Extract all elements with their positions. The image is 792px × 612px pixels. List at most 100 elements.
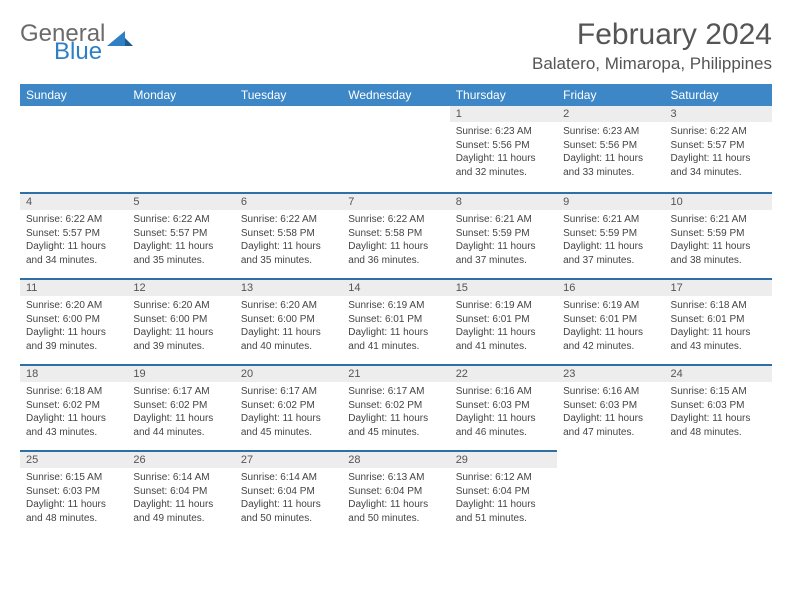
calendar-cell: 20Sunrise: 6:17 AMSunset: 6:02 PMDayligh… (235, 364, 342, 450)
weekday-header-row: Sunday Monday Tuesday Wednesday Thursday… (20, 84, 772, 106)
day-number: 21 (342, 364, 449, 382)
calendar-cell (342, 106, 449, 192)
day-details: Sunrise: 6:19 AMSunset: 6:01 PMDaylight:… (342, 296, 449, 359)
day-details: Sunrise: 6:18 AMSunset: 6:01 PMDaylight:… (665, 296, 772, 359)
calendar-cell: 7Sunrise: 6:22 AMSunset: 5:58 PMDaylight… (342, 192, 449, 278)
calendar-cell: 14Sunrise: 6:19 AMSunset: 6:01 PMDayligh… (342, 278, 449, 364)
sunrise-line: Sunrise: 6:19 AM (348, 299, 443, 313)
day-details: Sunrise: 6:23 AMSunset: 5:56 PMDaylight:… (450, 122, 557, 185)
day-details: Sunrise: 6:22 AMSunset: 5:58 PMDaylight:… (342, 210, 449, 273)
calendar-cell (235, 106, 342, 192)
calendar-cell: 19Sunrise: 6:17 AMSunset: 6:02 PMDayligh… (127, 364, 234, 450)
daylight-line: Daylight: 11 hours and 50 minutes. (348, 498, 443, 525)
daylight-line: Daylight: 11 hours and 51 minutes. (456, 498, 551, 525)
day-number: 15 (450, 278, 557, 296)
weekday-header: Friday (557, 84, 664, 106)
sunset-line: Sunset: 6:03 PM (563, 399, 658, 413)
daylight-line: Daylight: 11 hours and 47 minutes. (563, 412, 658, 439)
calendar-row: 4Sunrise: 6:22 AMSunset: 5:57 PMDaylight… (20, 192, 772, 278)
sunset-line: Sunset: 6:04 PM (456, 485, 551, 499)
calendar-cell (665, 450, 772, 536)
day-number: 8 (450, 192, 557, 210)
calendar-table: Sunday Monday Tuesday Wednesday Thursday… (20, 84, 772, 536)
day-details: Sunrise: 6:20 AMSunset: 6:00 PMDaylight:… (127, 296, 234, 359)
sunset-line: Sunset: 6:02 PM (26, 399, 121, 413)
day-details: Sunrise: 6:14 AMSunset: 6:04 PMDaylight:… (127, 468, 234, 531)
day-details: Sunrise: 6:19 AMSunset: 6:01 PMDaylight:… (450, 296, 557, 359)
calendar-cell: 18Sunrise: 6:18 AMSunset: 6:02 PMDayligh… (20, 364, 127, 450)
sunrise-line: Sunrise: 6:17 AM (133, 385, 228, 399)
month-title: February 2024 (532, 18, 772, 52)
daylight-line: Daylight: 11 hours and 33 minutes. (563, 152, 658, 179)
sunrise-line: Sunrise: 6:18 AM (26, 385, 121, 399)
sunrise-line: Sunrise: 6:22 AM (241, 213, 336, 227)
day-details: Sunrise: 6:16 AMSunset: 6:03 PMDaylight:… (557, 382, 664, 445)
day-number: 22 (450, 364, 557, 382)
calendar-cell (20, 106, 127, 192)
daylight-line: Daylight: 11 hours and 48 minutes. (26, 498, 121, 525)
calendar-cell: 28Sunrise: 6:13 AMSunset: 6:04 PMDayligh… (342, 450, 449, 536)
day-details: Sunrise: 6:15 AMSunset: 6:03 PMDaylight:… (20, 468, 127, 531)
calendar-cell: 9Sunrise: 6:21 AMSunset: 5:59 PMDaylight… (557, 192, 664, 278)
calendar-cell: 24Sunrise: 6:15 AMSunset: 6:03 PMDayligh… (665, 364, 772, 450)
day-number: 19 (127, 364, 234, 382)
day-number: 11 (20, 278, 127, 296)
daylight-line: Daylight: 11 hours and 32 minutes. (456, 152, 551, 179)
calendar-row: 1Sunrise: 6:23 AMSunset: 5:56 PMDaylight… (20, 106, 772, 192)
day-details: Sunrise: 6:17 AMSunset: 6:02 PMDaylight:… (235, 382, 342, 445)
calendar-cell: 23Sunrise: 6:16 AMSunset: 6:03 PMDayligh… (557, 364, 664, 450)
day-number: 12 (127, 278, 234, 296)
brand-logo: General Blue (20, 22, 133, 64)
day-number: 14 (342, 278, 449, 296)
sunrise-line: Sunrise: 6:15 AM (671, 385, 766, 399)
day-details: Sunrise: 6:14 AMSunset: 6:04 PMDaylight:… (235, 468, 342, 531)
calendar-cell: 13Sunrise: 6:20 AMSunset: 6:00 PMDayligh… (235, 278, 342, 364)
sunset-line: Sunset: 5:59 PM (671, 227, 766, 241)
sunrise-line: Sunrise: 6:20 AM (26, 299, 121, 313)
calendar-cell: 8Sunrise: 6:21 AMSunset: 5:59 PMDaylight… (450, 192, 557, 278)
calendar-cell: 27Sunrise: 6:14 AMSunset: 6:04 PMDayligh… (235, 450, 342, 536)
calendar-cell: 15Sunrise: 6:19 AMSunset: 6:01 PMDayligh… (450, 278, 557, 364)
sunrise-line: Sunrise: 6:19 AM (456, 299, 551, 313)
sunset-line: Sunset: 6:04 PM (133, 485, 228, 499)
calendar-cell: 12Sunrise: 6:20 AMSunset: 6:00 PMDayligh… (127, 278, 234, 364)
daylight-line: Daylight: 11 hours and 35 minutes. (133, 240, 228, 267)
calendar-cell: 26Sunrise: 6:14 AMSunset: 6:04 PMDayligh… (127, 450, 234, 536)
day-number: 26 (127, 450, 234, 468)
day-details: Sunrise: 6:18 AMSunset: 6:02 PMDaylight:… (20, 382, 127, 445)
sunrise-line: Sunrise: 6:22 AM (671, 125, 766, 139)
daylight-line: Daylight: 11 hours and 43 minutes. (26, 412, 121, 439)
sunset-line: Sunset: 6:04 PM (241, 485, 336, 499)
calendar-cell: 25Sunrise: 6:15 AMSunset: 6:03 PMDayligh… (20, 450, 127, 536)
day-details: Sunrise: 6:17 AMSunset: 6:02 PMDaylight:… (342, 382, 449, 445)
calendar-cell: 22Sunrise: 6:16 AMSunset: 6:03 PMDayligh… (450, 364, 557, 450)
title-block: February 2024 Balatero, Mimaropa, Philip… (532, 18, 772, 74)
day-number: 7 (342, 192, 449, 210)
daylight-line: Daylight: 11 hours and 37 minutes. (563, 240, 658, 267)
day-number: 6 (235, 192, 342, 210)
daylight-line: Daylight: 11 hours and 38 minutes. (671, 240, 766, 267)
sunrise-line: Sunrise: 6:20 AM (241, 299, 336, 313)
day-details: Sunrise: 6:17 AMSunset: 6:02 PMDaylight:… (127, 382, 234, 445)
sunrise-line: Sunrise: 6:18 AM (671, 299, 766, 313)
day-details: Sunrise: 6:22 AMSunset: 5:58 PMDaylight:… (235, 210, 342, 273)
sunrise-line: Sunrise: 6:23 AM (456, 125, 551, 139)
sunrise-line: Sunrise: 6:20 AM (133, 299, 228, 313)
sunset-line: Sunset: 5:56 PM (456, 139, 551, 153)
calendar-body: 1Sunrise: 6:23 AMSunset: 5:56 PMDaylight… (20, 106, 772, 536)
daylight-line: Daylight: 11 hours and 41 minutes. (456, 326, 551, 353)
day-number: 9 (557, 192, 664, 210)
day-details: Sunrise: 6:22 AMSunset: 5:57 PMDaylight:… (127, 210, 234, 273)
calendar-row: 18Sunrise: 6:18 AMSunset: 6:02 PMDayligh… (20, 364, 772, 450)
daylight-line: Daylight: 11 hours and 37 minutes. (456, 240, 551, 267)
sunset-line: Sunset: 6:03 PM (671, 399, 766, 413)
sunset-line: Sunset: 6:00 PM (26, 313, 121, 327)
day-number: 17 (665, 278, 772, 296)
daylight-line: Daylight: 11 hours and 36 minutes. (348, 240, 443, 267)
daylight-line: Daylight: 11 hours and 41 minutes. (348, 326, 443, 353)
weekday-header: Wednesday (342, 84, 449, 106)
day-details: Sunrise: 6:21 AMSunset: 5:59 PMDaylight:… (557, 210, 664, 273)
day-number: 24 (665, 364, 772, 382)
header: General Blue February 2024 Balatero, Mim… (20, 18, 772, 74)
sunrise-line: Sunrise: 6:17 AM (348, 385, 443, 399)
